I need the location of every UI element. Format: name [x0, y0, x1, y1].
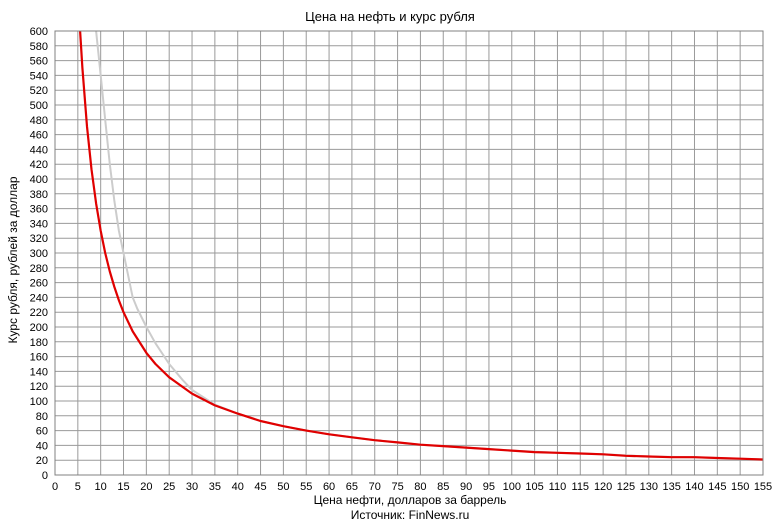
x-tick-label: 115 — [572, 481, 590, 493]
y-tick-label: 260 — [30, 278, 48, 290]
y-tick-label: 300 — [30, 248, 48, 260]
x-tick-label: 60 — [323, 481, 335, 493]
y-tick-label: 40 — [36, 440, 48, 452]
x-tick-label: 10 — [95, 481, 107, 493]
y-tick-label: 180 — [30, 337, 48, 349]
x-tick-label: 155 — [754, 481, 772, 493]
x-tick-labels: 0 5 10 15 20 25 30 35 40 45 50 55 60 65 70 75 80 85 90 95 10… — [52, 481, 772, 493]
x-tick-label: 130 — [640, 481, 658, 493]
y-tick-label: 480 — [30, 115, 48, 127]
y-tick-label: 80 — [36, 411, 48, 423]
x-tick-label: 20 — [140, 481, 152, 493]
x-tick-label: 75 — [391, 481, 403, 493]
x-tick-label: 145 — [708, 481, 726, 493]
source-label: Источник: FinNews.ru — [351, 508, 470, 522]
x-axis-label: Цена нефти, долларов за баррель — [314, 493, 507, 507]
x-tick-label: 15 — [117, 481, 129, 493]
y-tick-label: 60 — [36, 426, 48, 438]
x-tick-label: 80 — [414, 481, 426, 493]
y-tick-label: 20 — [36, 455, 48, 467]
x-tick-label: 110 — [549, 481, 567, 493]
y-tick-label: 200 — [30, 322, 48, 334]
y-tick-label: 420 — [30, 159, 48, 171]
x-tick-label: 45 — [254, 481, 266, 493]
x-tick-label: 125 — [617, 481, 635, 493]
x-tick-label: 65 — [346, 481, 358, 493]
x-tick-label: 55 — [300, 481, 312, 493]
y-tick-labels: 0 20 40 60 80 100 120 140 160 180 200 220 240 260 280 3… — [30, 26, 48, 482]
y-tick-label: 600 — [30, 26, 48, 38]
x-tick-label: 0 — [52, 481, 58, 493]
x-tick-label: 50 — [277, 481, 289, 493]
y-tick-label: 540 — [30, 70, 48, 82]
x-tick-label: 85 — [437, 481, 449, 493]
x-tick-label: 100 — [503, 481, 521, 493]
x-tick-label: 25 — [163, 481, 175, 493]
y-tick-label: 560 — [30, 56, 48, 68]
x-tick-label: 5 — [75, 481, 81, 493]
x-tick-label: 30 — [186, 481, 198, 493]
y-tick-label: 360 — [30, 204, 48, 216]
series-line-red — [78, 31, 763, 461]
x-tick-label: 105 — [525, 481, 543, 493]
y-tick-label: 320 — [30, 233, 48, 245]
y-tick-label: 100 — [30, 396, 48, 408]
y-tick-label: 500 — [30, 100, 48, 112]
y-tick-label: 400 — [30, 174, 48, 186]
chart-title: Цена на нефть и курс рубля — [305, 9, 475, 24]
x-tick-label: 40 — [232, 481, 244, 493]
y-tick-label: 220 — [30, 307, 48, 319]
grid — [54, 30, 764, 476]
y-tick-label: 240 — [30, 292, 48, 304]
y-tick-label: 160 — [30, 352, 48, 364]
y-tick-label: 280 — [30, 263, 48, 275]
plot-frame — [54, 30, 764, 476]
x-tick-label: 150 — [731, 481, 749, 493]
y-tick-label: 580 — [30, 41, 48, 53]
y-tick-label: 340 — [30, 218, 48, 230]
x-tick-label: 70 — [369, 481, 381, 493]
y-tick-label: 120 — [30, 381, 48, 393]
y-tick-label: 520 — [30, 85, 48, 97]
x-tick-label: 120 — [594, 481, 612, 493]
y-tick-label: 440 — [30, 144, 48, 156]
x-tick-label: 35 — [209, 481, 221, 493]
x-tick-label: 140 — [685, 481, 703, 493]
y-axis-label: Курс рубля, рублей за доллар — [6, 176, 20, 343]
y-tick-label: 0 — [42, 470, 48, 482]
x-tick-label: 95 — [483, 481, 495, 493]
series-layer — [78, 31, 763, 461]
x-tick-label: 135 — [662, 481, 680, 493]
y-tick-label: 140 — [30, 366, 48, 378]
x-tick-label: 90 — [460, 481, 472, 493]
y-tick-label: 460 — [30, 130, 48, 142]
y-tick-label: 380 — [30, 189, 48, 201]
